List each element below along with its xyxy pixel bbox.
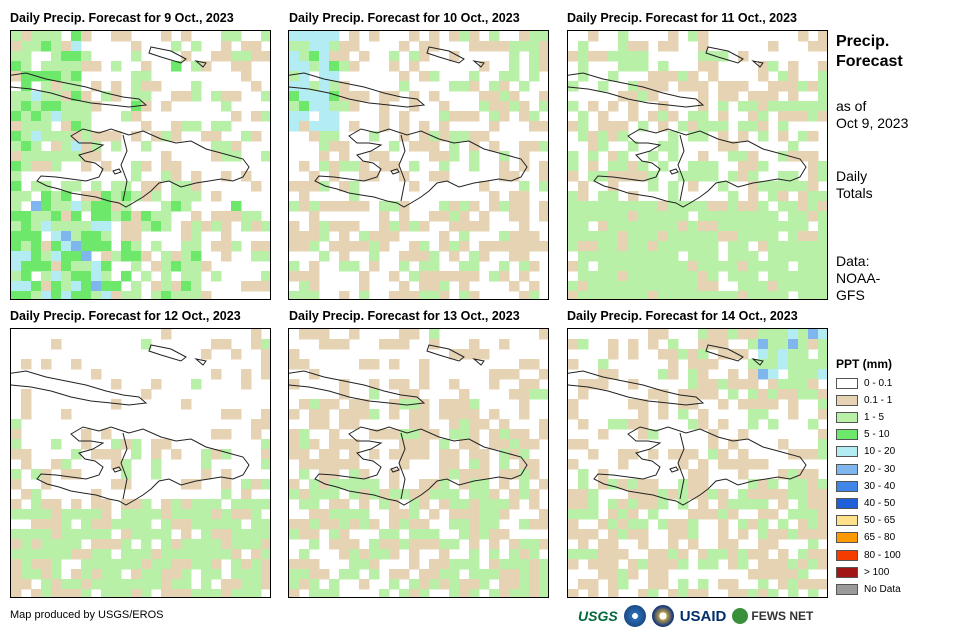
- legend-swatch: [836, 566, 858, 578]
- coastline: [289, 46, 528, 208]
- precip-raster: [11, 329, 270, 597]
- legend-item: 0 - 0.1: [836, 376, 892, 390]
- legend-label: 50 - 65: [864, 515, 896, 527]
- map-panel-2: [288, 30, 549, 300]
- as-of-date: as of Oct 9, 2023: [836, 98, 909, 131]
- legend-swatch: [836, 583, 858, 595]
- panel-title-4: Daily Precip. Forecast for 12 Oct., 2023: [10, 309, 241, 323]
- legend-item: 20 - 30: [836, 462, 895, 476]
- legend-swatch: [836, 394, 858, 406]
- legend-item: No Data: [836, 582, 901, 596]
- legend-label: 40 - 50: [864, 497, 896, 509]
- legend-label: 80 - 100: [864, 549, 901, 561]
- panel-title-6: Daily Precip. Forecast for 14 Oct., 2023: [567, 309, 798, 323]
- legend-label: 30 - 40: [864, 480, 896, 492]
- usgs-logo: USGS: [578, 608, 618, 624]
- legend-label: 0 - 0.1: [864, 377, 893, 389]
- figure-title: Precip. Forecast: [836, 33, 903, 70]
- legend-item: 50 - 65: [836, 514, 895, 528]
- panel-title-3: Daily Precip. Forecast for 11 Oct., 2023: [567, 11, 797, 25]
- precip-raster: [568, 31, 827, 299]
- legend-label: 5 - 10: [864, 429, 890, 441]
- panel-title-5: Daily Precip. Forecast for 13 Oct., 2023: [289, 309, 520, 323]
- legend-swatch: [836, 480, 858, 492]
- legend-label: 20 - 30: [864, 463, 896, 475]
- legend-swatch: [836, 515, 858, 527]
- legend-swatch: [836, 549, 858, 561]
- legend-label: No Data: [864, 583, 901, 595]
- coastline: [289, 344, 528, 506]
- coastline: [11, 344, 250, 506]
- precip-raster: [289, 31, 548, 299]
- legend-swatch: [836, 463, 858, 475]
- credit-text: Map produced by USGS/EROS: [10, 609, 164, 621]
- legend-label: 0.1 - 1: [864, 394, 893, 406]
- coastline: [568, 46, 807, 208]
- noaa-logo: [623, 605, 646, 627]
- legend-item: 30 - 40: [836, 479, 895, 493]
- data-source: Data: NOAA- GFS: [836, 253, 881, 303]
- map-panel-5: [288, 328, 549, 598]
- legend-swatch: [836, 377, 858, 389]
- map-panel-4: [10, 328, 271, 598]
- legend-item: 65 - 80: [836, 531, 895, 545]
- coastline: [568, 344, 807, 506]
- legend-label: > 100: [864, 566, 890, 578]
- panel-title-1: Daily Precip. Forecast for 9 Oct., 2023: [10, 11, 234, 25]
- legend-label: 10 - 20: [864, 446, 896, 458]
- usaid-logo: USAID: [679, 607, 727, 625]
- legend-swatch: [836, 532, 858, 544]
- legend-item: > 100: [836, 565, 889, 579]
- precip-raster: [568, 329, 827, 597]
- legend-label: 65 - 80: [864, 532, 896, 544]
- legend-swatch: [836, 429, 858, 441]
- map-panel-1: [10, 30, 271, 300]
- legend-item: 0.1 - 1: [836, 393, 892, 407]
- legend-title: PPT (mm): [836, 357, 893, 371]
- fews-net-logo: FEWS NET: [732, 608, 813, 624]
- precip-raster: [11, 31, 270, 299]
- legend-item: 1 - 5: [836, 410, 884, 424]
- logo-strip: USGS USAID FEWS NET: [578, 603, 813, 629]
- map-panel-3: [567, 30, 828, 300]
- legend-swatch: [836, 411, 858, 423]
- commerce-seal-logo: [651, 605, 674, 627]
- legend-swatch: [836, 446, 858, 458]
- panel-title-2: Daily Precip. Forecast for 10 Oct., 2023: [289, 11, 520, 25]
- legend-swatch: [836, 497, 858, 509]
- coastline: [11, 46, 250, 208]
- legend-item: 10 - 20: [836, 445, 895, 459]
- map-panel-6: [567, 328, 828, 598]
- legend-item: 40 - 50: [836, 496, 895, 510]
- legend-item: 5 - 10: [836, 428, 890, 442]
- legend-item: 80 - 100: [836, 548, 901, 562]
- legend-label: 1 - 5: [864, 411, 885, 423]
- totals-note: Daily Totals: [836, 168, 873, 201]
- leaf-icon: [732, 608, 749, 624]
